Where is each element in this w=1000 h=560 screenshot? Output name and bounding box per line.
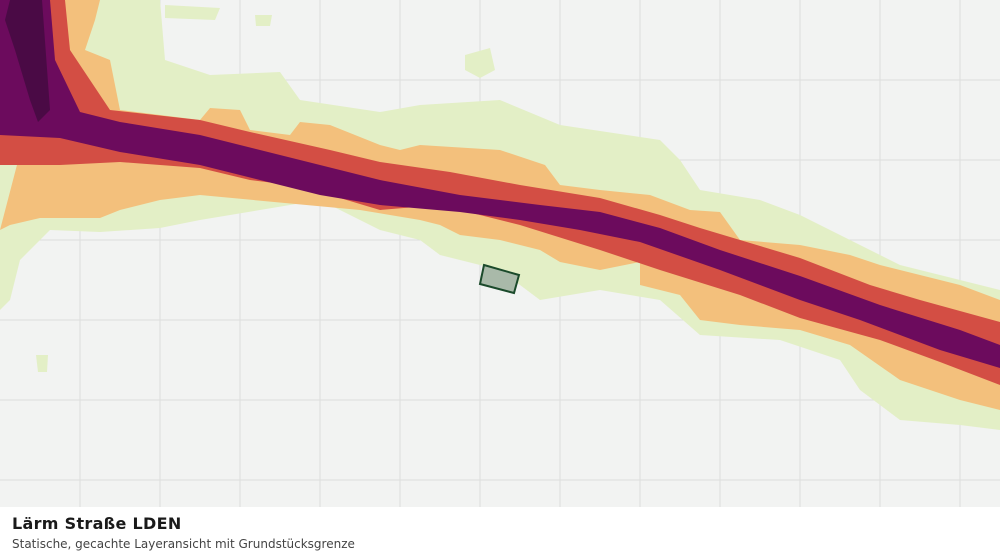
map bbox=[0, 0, 1000, 507]
noise-zone-very-high bbox=[0, 0, 1000, 368]
map-subtitle: Statische, gecachte Layeransicht mit Gru… bbox=[12, 537, 355, 551]
legend-footer: Lärm Straße LDEN Statische, gecachte Lay… bbox=[0, 507, 1000, 560]
map-title: Lärm Straße LDEN bbox=[12, 514, 182, 533]
noise-zone-high bbox=[0, 0, 1000, 385]
parcel-boundary bbox=[478, 263, 521, 295]
